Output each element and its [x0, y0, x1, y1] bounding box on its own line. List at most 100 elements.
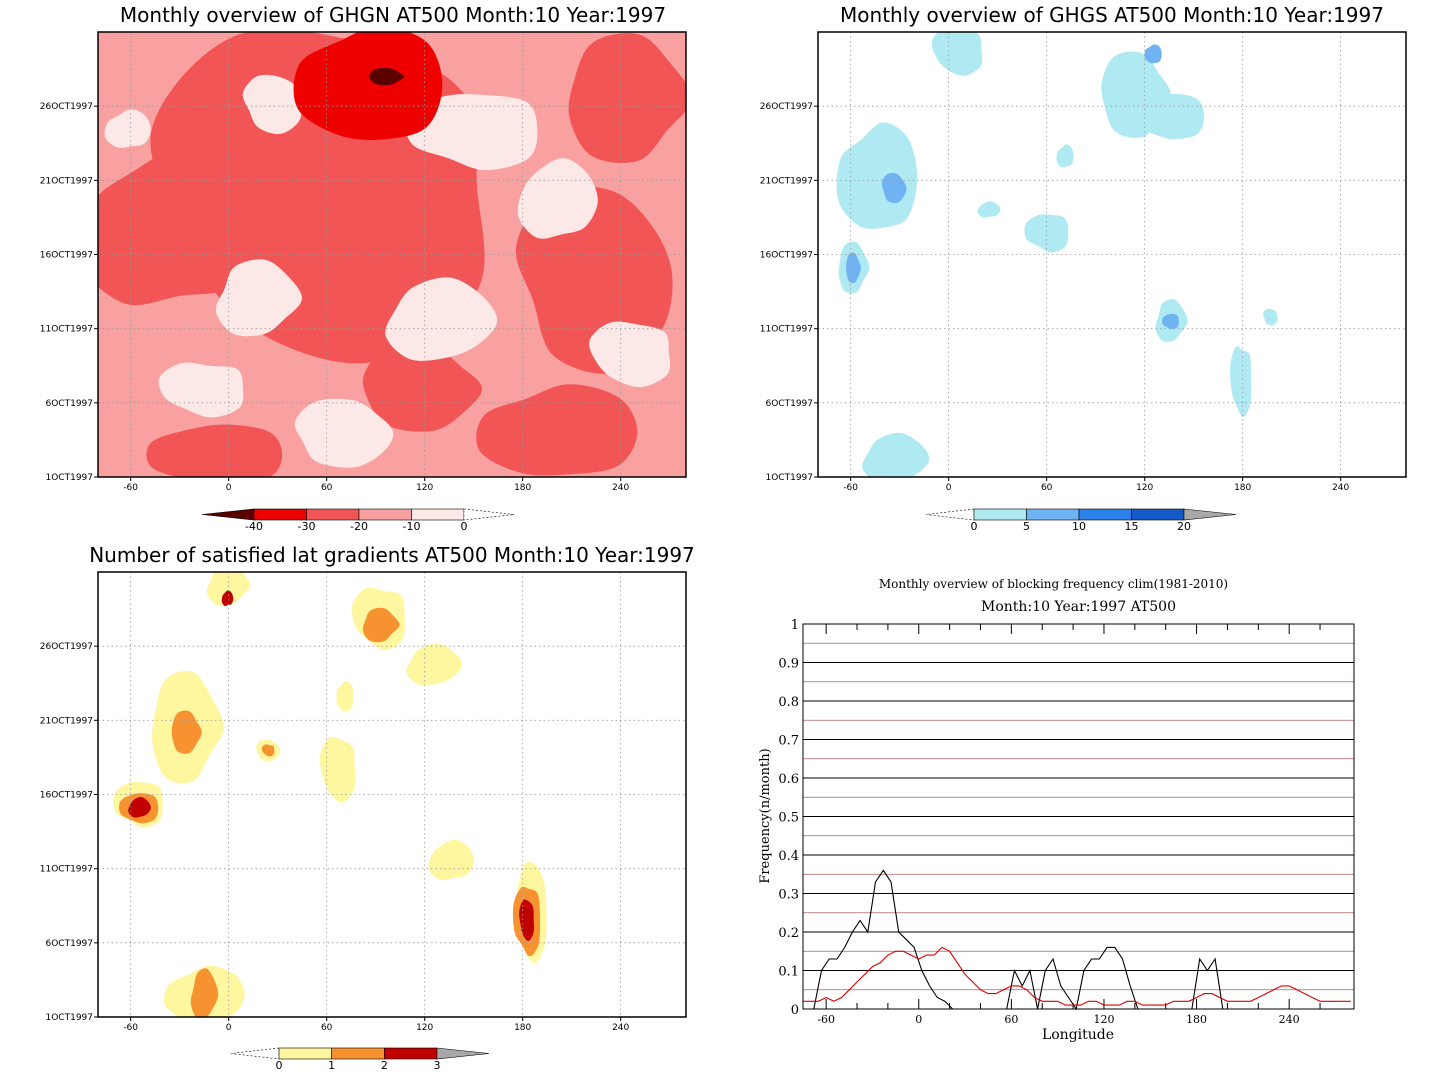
plot-frame — [802, 623, 1355, 1010]
contour-region — [171, 710, 202, 754]
colorbar-segment — [1078, 508, 1132, 521]
colorbar: 0 5 10 15 20 — [925, 508, 1237, 533]
y-tick-label: 0.3 — [778, 888, 799, 903]
panel-title: Monthly overview of GHGS AT500 Month:10 … — [840, 3, 1384, 27]
series-line-2 — [803, 946, 1351, 1006]
contour-region — [406, 643, 463, 686]
contour-region — [476, 384, 638, 476]
contour-region — [215, 259, 302, 337]
contour-region — [568, 33, 686, 163]
y-tick-label: 21OCT1997 — [40, 716, 93, 726]
contour-region — [428, 839, 475, 881]
colorbar-tick-label: 20 — [1177, 520, 1191, 533]
contour-region — [190, 968, 219, 1017]
contour-region — [261, 744, 275, 757]
contour-region — [862, 432, 930, 477]
contour-region — [846, 252, 862, 284]
colorbar-tick-label: 3 — [434, 1059, 441, 1072]
colorbar-tick-label: 15 — [1125, 520, 1139, 533]
x-tick-label: -60 — [123, 1023, 138, 1033]
y-tick-label: 0.4 — [778, 849, 799, 864]
x-tick-label: 60 — [1041, 483, 1053, 493]
contour-region — [104, 109, 151, 148]
x-tick-label: 0 — [915, 1013, 922, 1026]
chart-title: Monthly overview of blocking frequency c… — [879, 577, 1228, 591]
contour-region — [158, 362, 244, 418]
y-tick-label: 26OCT1997 — [760, 102, 813, 112]
x-tick-label: 240 — [612, 483, 629, 493]
colorbar-segment — [1183, 508, 1237, 521]
x-tick-label: 0 — [946, 483, 952, 493]
colorbar-segment — [384, 1047, 438, 1060]
y-tick-label: 11OCT1997 — [40, 325, 93, 335]
x-tick-label: 180 — [1234, 483, 1251, 493]
y-tick-label: 6OCT1997 — [46, 939, 94, 949]
colorbar-tick-label: -10 — [403, 520, 421, 533]
colorbar-segment — [925, 508, 975, 521]
contour-region — [517, 158, 598, 239]
y-tick-label: 16OCT1997 — [760, 251, 813, 261]
y-tick-label: 1OCT1997 — [46, 1013, 94, 1023]
contour-region — [1262, 308, 1278, 326]
x-tick-label: 240 — [1279, 1013, 1300, 1026]
y-tick-label: 0 — [791, 1003, 799, 1018]
contour-region — [319, 737, 356, 803]
x-tick-label: -60 — [843, 483, 858, 493]
contour-region — [362, 345, 483, 432]
plot-frame — [97, 571, 687, 1018]
colorbar-tick-label: 1 — [328, 1059, 335, 1072]
colorbar-segment — [463, 508, 515, 521]
contour-region — [931, 32, 983, 76]
colorbar: -40 -30 -20 -10 0 — [201, 508, 515, 533]
colorbar-tick-label: 0 — [276, 1059, 283, 1072]
y-tick-label: 0.8 — [778, 695, 799, 710]
y-tick-label: 11OCT1997 — [40, 865, 93, 875]
colorbar: 0 1 2 3 — [230, 1047, 490, 1072]
x-tick-label: 240 — [612, 1023, 629, 1033]
colorbar-tick-label: 0 — [461, 520, 468, 533]
y-tick-label: 21OCT1997 — [40, 176, 93, 186]
colorbar-tick-label: 10 — [1072, 520, 1086, 533]
colorbar-segment — [253, 508, 307, 521]
colorbar-segment — [973, 508, 1027, 521]
contour-region — [1136, 93, 1205, 140]
colorbar-segment — [436, 1047, 490, 1060]
colorbar-segment — [331, 1047, 385, 1060]
panel-1: -60 0 60 120 180 240 1OCT1997 6OCT1997 11OCT1997… — [40, 3, 687, 533]
contour-fills — [836, 32, 1278, 477]
colorbar-segment — [278, 1047, 332, 1060]
y-tick-label: 0.1 — [778, 965, 799, 980]
contour-region — [405, 94, 538, 171]
colorbar-tick-label: 5 — [1023, 520, 1030, 533]
panel-3: -60 0 60 120 180 2401OCT19976OCT199711OCT1997… — [40, 543, 695, 1072]
colorbar-segment — [1131, 508, 1185, 521]
contour-region — [977, 201, 1001, 218]
contour-region — [293, 32, 443, 140]
y-tick-label: 0.9 — [778, 657, 799, 672]
contour-region — [221, 590, 234, 607]
x-tick-label: 0 — [226, 483, 232, 493]
colorbar-tick-label: -30 — [298, 520, 316, 533]
colorbar-tick-label: -40 — [245, 520, 263, 533]
colorbar-tick-label: -20 — [350, 520, 368, 533]
contour-region — [362, 607, 400, 643]
colorbar-segment — [201, 508, 255, 521]
y-tick-label: 0.6 — [778, 772, 799, 787]
contour-region — [1056, 144, 1074, 168]
y-tick-label: 6OCT1997 — [766, 399, 814, 409]
x-tick-label: 180 — [514, 1023, 531, 1033]
contour-region — [146, 424, 283, 477]
x-tick-label: -60 — [817, 1013, 835, 1026]
contour-region — [1144, 44, 1162, 64]
colorbar-segment — [230, 1047, 280, 1060]
contour-region — [336, 680, 354, 712]
y-tick-label: 21OCT1997 — [760, 176, 813, 186]
y-tick-label: 11OCT1997 — [760, 325, 813, 335]
contour-fills — [98, 32, 686, 477]
contour-region — [242, 74, 302, 135]
contour-region — [206, 572, 251, 607]
x-tick-label: 120 — [1136, 483, 1153, 493]
contour-region — [294, 398, 394, 468]
plot-frame — [817, 31, 1407, 478]
